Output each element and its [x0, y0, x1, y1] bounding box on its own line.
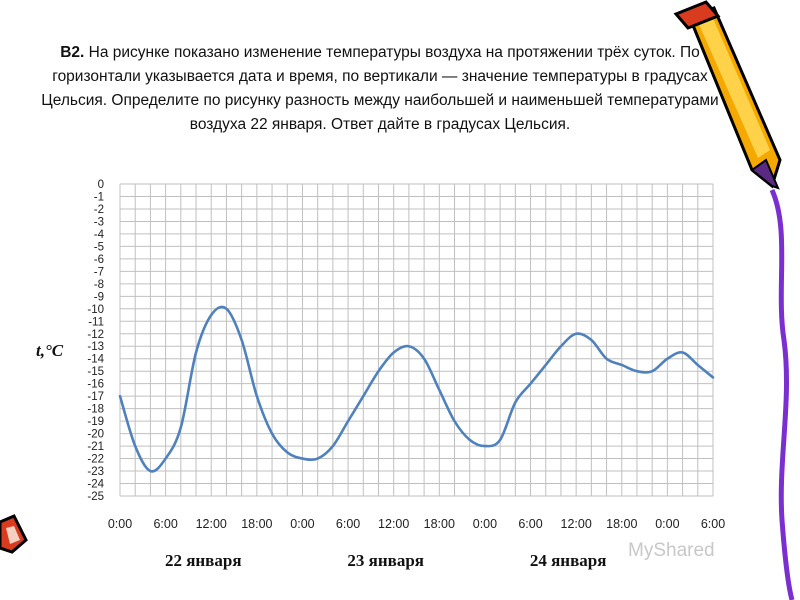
y-tick-label: -17: [87, 391, 104, 403]
y-tick-label: -9: [94, 291, 104, 303]
x-tick-label: 0:00: [473, 517, 497, 531]
decorative-stripe: [769, 188, 795, 600]
pencil-tip-icon: [0, 514, 28, 554]
x-tick-label: 0:00: [290, 517, 314, 531]
x-tick-label: 0:00: [108, 517, 132, 531]
y-tick-label: -15: [87, 366, 104, 378]
y-tick-label: -16: [87, 379, 104, 391]
y-tick-label: -6: [94, 254, 104, 266]
day-label: 24 января: [530, 551, 607, 570]
y-tick-label: 0: [98, 179, 104, 191]
day-labels: 22 января 23 января 24 января: [165, 551, 607, 570]
watermark: MyShared: [628, 540, 715, 561]
y-axis-ticks: 0-1-2-3-4-5-6-7-8-9-10-11-12-13-14-15-16…: [87, 179, 104, 503]
x-tick-label: 0:00: [655, 517, 679, 531]
y-tick-label: -11: [88, 316, 104, 328]
y-tick-label: -18: [87, 404, 104, 416]
x-tick-label: 12:00: [196, 517, 227, 531]
x-tick-label: 18:00: [241, 517, 272, 531]
x-tick-label: 12:00: [378, 517, 409, 531]
y-tick-label: -5: [94, 241, 104, 253]
chart-grid: [119, 183, 714, 497]
temperature-line: [118, 305, 715, 473]
y-tick-label: -20: [87, 429, 104, 441]
y-tick-label: -23: [87, 466, 104, 478]
y-tick-label: -8: [94, 279, 104, 291]
y-tick-label: -2: [94, 204, 104, 216]
x-tick-label: 6:00: [701, 517, 725, 531]
day-label: 22 января: [165, 551, 242, 570]
y-tick-label: -7: [94, 266, 104, 278]
x-axis-ticks: 0:00 6:00 12:00 18:00 0:00 6:00 12:00 18:00 0:00…: [108, 517, 725, 531]
y-tick-label: -14: [87, 354, 104, 366]
y-axis-label: t,°C: [36, 341, 64, 360]
y-tick-label: -19: [87, 416, 104, 428]
x-tick-label: 6:00: [336, 517, 360, 531]
y-tick-label: -12: [87, 329, 104, 341]
y-tick-label: -21: [87, 441, 104, 453]
task-text: B2. На рисунке показано изменение темпер…: [40, 41, 720, 137]
y-tick-label: -13: [87, 341, 104, 353]
x-tick-label: 12:00: [561, 517, 592, 531]
y-tick-label: -3: [94, 216, 104, 228]
y-tick-label: -4: [94, 229, 105, 241]
y-tick-label: -24: [87, 479, 104, 491]
x-tick-label: 18:00: [424, 517, 455, 531]
day-label: 23 января: [347, 551, 424, 570]
pencil-icon: [673, 0, 782, 190]
x-tick-label: 6:00: [518, 517, 542, 531]
task-number: B2.: [60, 44, 85, 61]
y-tick-label: -1: [94, 191, 104, 203]
y-tick-label: -22: [87, 454, 104, 466]
x-tick-label: 6:00: [153, 517, 177, 531]
x-tick-label: 18:00: [606, 517, 637, 531]
y-tick-label: -25: [87, 491, 104, 503]
task-body: На рисунке показано изменение температур…: [41, 44, 719, 133]
y-tick-label: -10: [87, 304, 104, 316]
